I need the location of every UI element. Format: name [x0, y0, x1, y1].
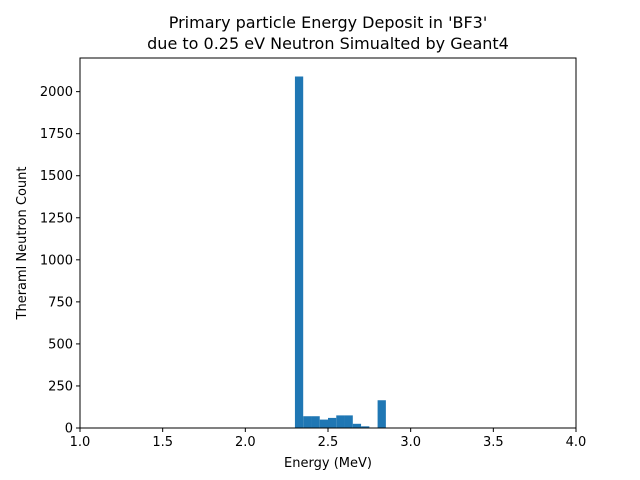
- x-tick-label: 3.5: [483, 435, 504, 450]
- y-tick-label: 1250: [40, 211, 73, 226]
- histogram-bar: [377, 400, 386, 428]
- x-axis-ticks: 1.0 1.5 2.0 2.5 3.0 3.5 4.0: [70, 428, 587, 450]
- x-tick-label: 3.0: [400, 435, 421, 450]
- histogram-bar: [319, 419, 328, 428]
- y-tick-label: 750: [48, 295, 73, 310]
- y-tick-label: 1750: [40, 127, 73, 142]
- plot-area-frame: [79, 57, 577, 429]
- y-tick-label: 250: [48, 379, 73, 394]
- x-tick-label: 1.5: [152, 435, 173, 450]
- histogram-bar: [352, 423, 362, 428]
- histogram-bars: [294, 76, 386, 428]
- y-tick-label: 1500: [40, 169, 73, 184]
- chart-title-line-1: Primary particle Energy Deposit in 'BF3': [169, 13, 488, 32]
- histogram-bar: [344, 415, 353, 428]
- chart-title-line-2: due to 0.25 eV Neutron Simualted by Gean…: [147, 34, 509, 53]
- y-axis-label: Theraml Neutron Count: [15, 167, 30, 321]
- y-tick-label: 1000: [40, 253, 73, 268]
- x-tick-label: 2.0: [235, 435, 256, 450]
- y-axis-ticks: 0 250 500 750 1000 1250 1500 1750 2000: [40, 85, 80, 437]
- histogram-bar: [328, 417, 337, 428]
- y-tick-label: 500: [48, 337, 73, 352]
- histogram-bar: [311, 416, 320, 428]
- x-tick-label: 2.5: [318, 435, 339, 450]
- histogram-bar: [336, 415, 345, 428]
- y-tick-label: 0: [65, 422, 73, 437]
- y-tick-label: 2000: [40, 85, 73, 100]
- x-axis-label: Energy (MeV): [284, 456, 372, 471]
- x-tick-label: 4.0: [566, 435, 587, 450]
- x-tick-label: 1.0: [70, 435, 91, 450]
- histogram-bar: [361, 426, 370, 428]
- histogram-bar: [303, 416, 312, 428]
- histogram-bar: [294, 76, 304, 428]
